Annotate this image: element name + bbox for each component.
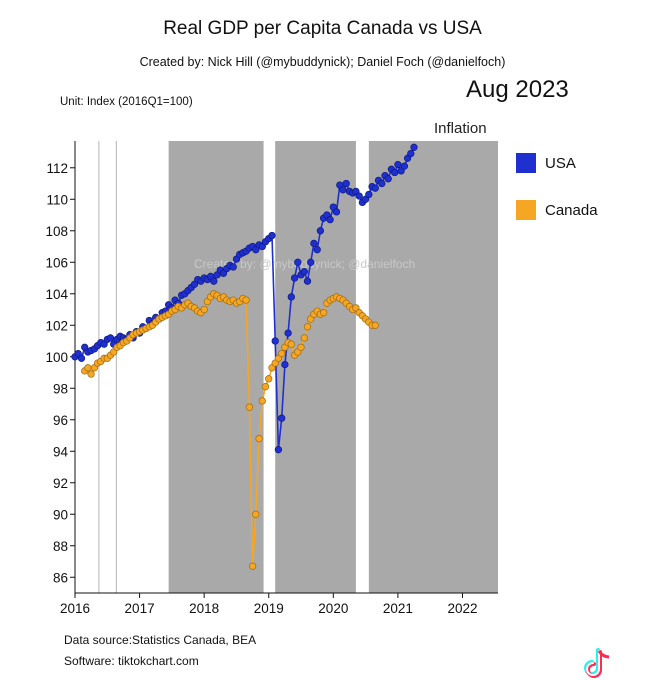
data-point-canada bbox=[265, 375, 273, 383]
shaded-period-1 bbox=[275, 141, 356, 593]
x-tick-label: 2018 bbox=[189, 601, 219, 616]
data-point-usa bbox=[365, 190, 373, 199]
y-tick-label: 106 bbox=[45, 255, 68, 270]
data-point-usa bbox=[400, 162, 409, 170]
tiktok-logo-icon bbox=[584, 648, 610, 678]
legend-label-usa: USA bbox=[545, 155, 576, 172]
data-point-usa bbox=[307, 258, 315, 266]
data-point-usa bbox=[294, 258, 302, 266]
data-point-usa bbox=[407, 149, 415, 158]
y-tick-label: 108 bbox=[45, 224, 68, 239]
data-point-usa bbox=[339, 186, 347, 194]
data-point-canada bbox=[319, 309, 328, 317]
shaded-period-2 bbox=[368, 141, 498, 593]
data-point-usa bbox=[278, 414, 286, 422]
data-point-canada bbox=[84, 364, 92, 372]
data-point-usa bbox=[310, 239, 318, 248]
shaded-periods bbox=[168, 141, 498, 593]
data-point-usa bbox=[378, 179, 386, 188]
y-tick-label: 94 bbox=[53, 444, 69, 459]
data-point-usa bbox=[290, 274, 299, 282]
y-tick-label: 110 bbox=[46, 192, 68, 207]
y-tick-label: 92 bbox=[53, 476, 68, 491]
data-point-canada bbox=[297, 343, 305, 351]
x-tick-label: 2017 bbox=[125, 601, 155, 616]
vertical-lines bbox=[98, 141, 117, 593]
date-label: Aug 2023 bbox=[466, 76, 569, 103]
data-point-canada bbox=[242, 296, 250, 304]
data-point-usa bbox=[271, 337, 279, 345]
y-tick-label: 112 bbox=[46, 161, 68, 176]
data-point-canada bbox=[287, 340, 295, 348]
y-tick-label: 86 bbox=[53, 570, 68, 585]
data-point-canada bbox=[300, 334, 308, 342]
legend-label-canada: Canada bbox=[545, 202, 598, 219]
data-point-usa bbox=[287, 293, 295, 301]
legend: USA Canada bbox=[516, 153, 598, 220]
data-point-canada bbox=[258, 397, 266, 405]
software-credit: Software: tiktokchart.com bbox=[64, 654, 199, 668]
data-point-canada bbox=[303, 323, 312, 331]
data-point-usa bbox=[210, 277, 218, 285]
data-point-usa bbox=[332, 208, 341, 216]
shaded-period-0 bbox=[168, 141, 264, 593]
x-tick-label: 2019 bbox=[254, 601, 284, 616]
data-point-usa bbox=[394, 160, 402, 169]
chart-title: Real GDP per Capita Canada vs USA bbox=[163, 18, 482, 39]
y-tick-label: 104 bbox=[45, 287, 68, 302]
x-tick-label: 2016 bbox=[60, 601, 90, 616]
data-point-usa bbox=[229, 263, 237, 271]
y-tick-label: 98 bbox=[53, 381, 68, 396]
chart-subtitle: Created by: Nick Hill (@mybuddynick); Da… bbox=[139, 55, 506, 69]
data-point-canada bbox=[278, 349, 286, 358]
data-point-usa bbox=[274, 446, 283, 454]
data-point-canada bbox=[87, 370, 95, 378]
data-point-usa bbox=[281, 360, 289, 369]
y-tick-label: 102 bbox=[45, 318, 68, 333]
data-point-canada bbox=[371, 321, 379, 329]
legend-swatch-canada bbox=[516, 200, 536, 220]
data-point-usa bbox=[391, 168, 399, 177]
data-point-usa bbox=[342, 179, 350, 188]
annotation-inflation: Inflation bbox=[434, 120, 487, 137]
data-point-canada bbox=[200, 305, 208, 314]
data-point-canada bbox=[245, 403, 254, 411]
data-point-usa bbox=[313, 246, 321, 254]
data-point-usa bbox=[77, 354, 86, 362]
y-tick-label: 100 bbox=[45, 350, 68, 365]
y-tick-label: 88 bbox=[53, 539, 68, 554]
axes: 86 88 90 92 94 96 98 100 102 104 106 108 110 112 2016 2… bbox=[45, 141, 498, 616]
data-point-usa bbox=[268, 231, 276, 240]
x-tick-label: 2021 bbox=[383, 601, 413, 616]
data-point-usa bbox=[410, 143, 418, 151]
series bbox=[71, 143, 418, 570]
unit-label: Unit: Index (2016Q1=100) bbox=[60, 96, 193, 108]
x-tick-label: 2020 bbox=[318, 601, 348, 616]
x-tick-label: 2022 bbox=[447, 601, 477, 616]
y-tick-label: 90 bbox=[53, 507, 68, 522]
data-point-usa bbox=[326, 216, 334, 224]
data-point-usa bbox=[384, 175, 392, 183]
data-point-canada bbox=[255, 435, 263, 443]
data-source: Data source:Statistics Canada, BEA bbox=[64, 633, 257, 647]
data-point-usa bbox=[316, 227, 325, 235]
data-point-usa bbox=[300, 268, 308, 276]
data-point-usa bbox=[284, 329, 292, 337]
data-point-canada bbox=[261, 383, 270, 391]
legend-swatch-usa bbox=[516, 153, 536, 173]
data-point-usa bbox=[371, 184, 379, 192]
data-point-canada bbox=[248, 562, 257, 570]
data-point-usa bbox=[303, 277, 312, 285]
data-point-canada bbox=[252, 510, 260, 518]
data-point-usa bbox=[355, 192, 363, 200]
y-tick-label: 96 bbox=[53, 413, 68, 428]
watermark: Created by: @mybuddynick; @danielfoch bbox=[194, 257, 415, 271]
data-point-usa bbox=[106, 334, 115, 342]
